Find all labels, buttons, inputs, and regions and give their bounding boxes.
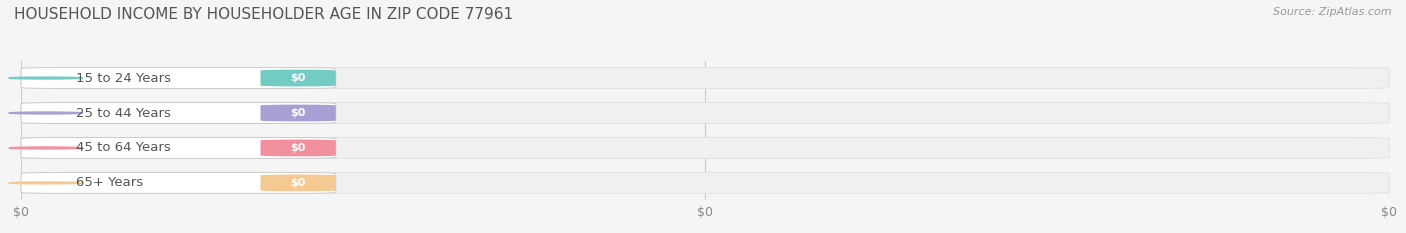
Circle shape	[8, 77, 83, 79]
FancyBboxPatch shape	[21, 172, 1389, 193]
Text: 15 to 24 Years: 15 to 24 Years	[76, 72, 170, 85]
FancyBboxPatch shape	[260, 105, 336, 121]
FancyBboxPatch shape	[21, 68, 1389, 89]
Text: 45 to 64 Years: 45 to 64 Years	[76, 141, 170, 154]
Circle shape	[8, 112, 83, 114]
Text: HOUSEHOLD INCOME BY HOUSEHOLDER AGE IN ZIP CODE 77961: HOUSEHOLD INCOME BY HOUSEHOLDER AGE IN Z…	[14, 7, 513, 22]
Text: Source: ZipAtlas.com: Source: ZipAtlas.com	[1274, 7, 1392, 17]
Text: $0: $0	[291, 178, 307, 188]
FancyBboxPatch shape	[260, 140, 336, 156]
FancyBboxPatch shape	[21, 172, 336, 193]
Circle shape	[8, 182, 83, 184]
FancyBboxPatch shape	[21, 68, 336, 89]
FancyBboxPatch shape	[260, 70, 336, 86]
Text: 25 to 44 Years: 25 to 44 Years	[76, 106, 170, 120]
Text: 65+ Years: 65+ Years	[76, 176, 143, 189]
FancyBboxPatch shape	[21, 137, 1389, 158]
FancyBboxPatch shape	[260, 175, 336, 191]
Text: $0: $0	[291, 73, 307, 83]
Circle shape	[8, 147, 83, 149]
Text: $0: $0	[291, 108, 307, 118]
FancyBboxPatch shape	[21, 137, 336, 158]
FancyBboxPatch shape	[21, 103, 1389, 123]
FancyBboxPatch shape	[21, 103, 336, 123]
Text: $0: $0	[291, 143, 307, 153]
